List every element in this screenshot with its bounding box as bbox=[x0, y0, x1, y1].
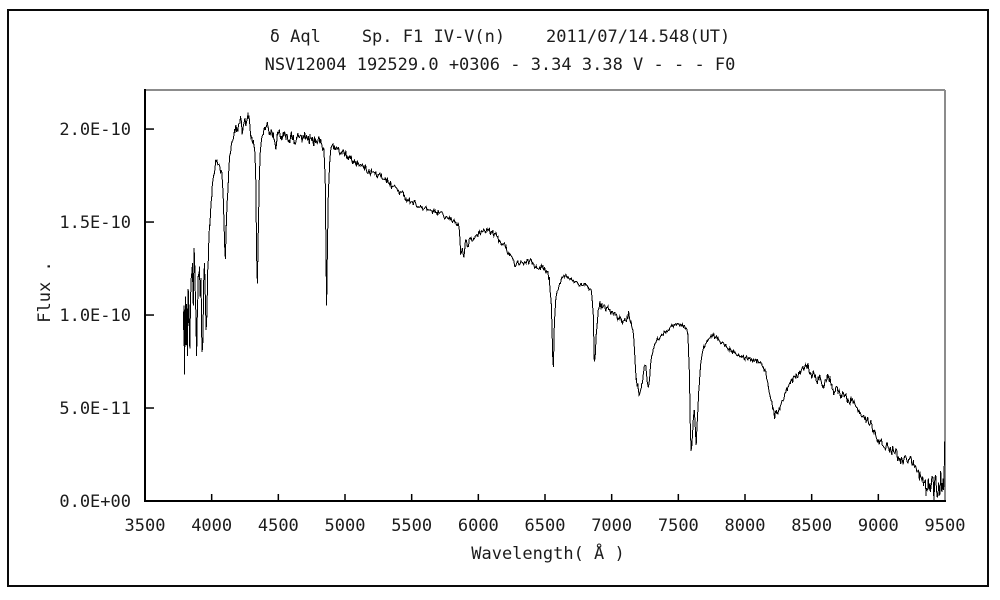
chart-title: δ Aql Sp. F1 IV-V(n) 2011/07/14.548(UT) bbox=[269, 27, 731, 47]
x-tick-label: 7000 bbox=[591, 516, 632, 536]
chart-subtitle: NSV12004 192529.0 +0306 - 3.34 3.38 V - … bbox=[264, 55, 736, 75]
x-axis-label: Wavelength( Å ) bbox=[471, 544, 625, 564]
y-tick-label: 5.0E-11 bbox=[59, 399, 131, 419]
x-tick-label: 4500 bbox=[258, 516, 299, 536]
y-tick-label: 2.0E-10 bbox=[59, 120, 131, 140]
y-tick-label: 0.0E+00 bbox=[59, 492, 131, 512]
x-tick-label: 9000 bbox=[858, 516, 899, 536]
x-tick-label: 9500 bbox=[925, 516, 966, 536]
x-tick-label: 5000 bbox=[325, 516, 366, 536]
x-axis-ticks: 3500 4000 4500 5000 5500 6000 6500 7000 7500 8000… bbox=[125, 494, 966, 536]
y-axis-ticks: 2.0E-10 1.5E-10 1.0E-10 5.0E-11 0.0E+00 bbox=[59, 120, 154, 512]
y-tick-label: 1.0E-10 bbox=[59, 306, 131, 326]
x-tick-label: 4000 bbox=[191, 516, 232, 536]
x-tick-label: 3500 bbox=[125, 516, 166, 536]
x-tick-label: 8000 bbox=[725, 516, 766, 536]
x-tick-label: 6500 bbox=[525, 516, 566, 536]
y-tick-label: 1.5E-10 bbox=[59, 213, 131, 233]
plot-frame bbox=[144, 89, 946, 502]
x-tick-label: 7500 bbox=[658, 516, 699, 536]
x-tick-label: 6000 bbox=[458, 516, 499, 536]
x-tick-label: 8500 bbox=[791, 516, 832, 536]
x-tick-label: 5500 bbox=[391, 516, 432, 536]
spectrum-line bbox=[182, 112, 946, 501]
